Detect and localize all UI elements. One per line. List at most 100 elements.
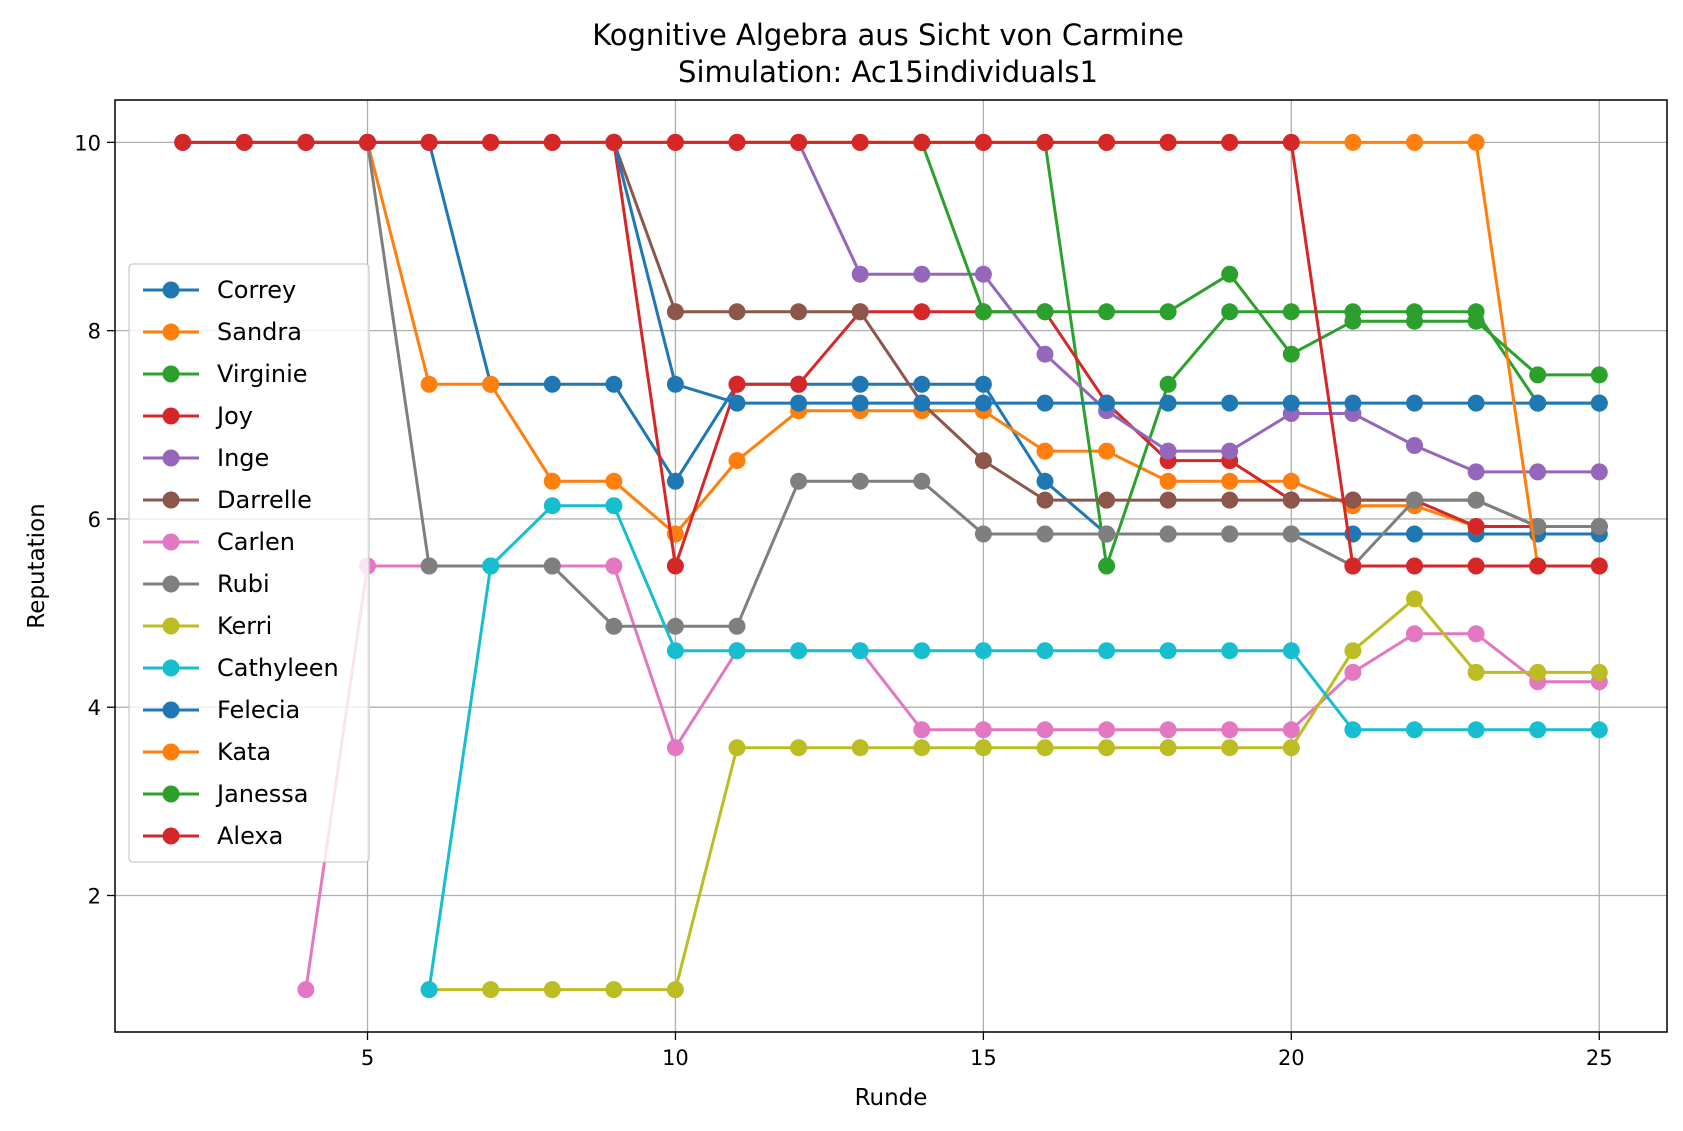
data-point bbox=[1098, 442, 1116, 460]
data-point bbox=[1098, 303, 1116, 321]
data-point bbox=[1159, 739, 1177, 757]
legend-label: Felecia bbox=[217, 696, 300, 724]
data-point bbox=[1344, 642, 1362, 660]
data-point bbox=[1529, 663, 1547, 681]
data-point bbox=[666, 617, 684, 635]
data-point bbox=[1467, 518, 1485, 535]
x-tick-label: 25 bbox=[1586, 1046, 1613, 1070]
data-point bbox=[1344, 394, 1362, 412]
data-point bbox=[1098, 394, 1116, 412]
legend-swatch-marker bbox=[162, 701, 180, 719]
data-point bbox=[1590, 394, 1608, 412]
data-point bbox=[1098, 739, 1116, 757]
legend-frame bbox=[128, 263, 370, 863]
data-point bbox=[1590, 518, 1608, 535]
data-point bbox=[1159, 442, 1177, 460]
data-point bbox=[1098, 721, 1116, 739]
data-point bbox=[543, 981, 561, 999]
series-cathyleen bbox=[420, 497, 1608, 999]
data-point bbox=[974, 303, 992, 321]
data-point bbox=[974, 642, 992, 660]
data-point bbox=[666, 981, 684, 999]
data-point bbox=[1159, 525, 1177, 543]
legend-label: Alexa bbox=[217, 822, 283, 850]
legend-label: Correy bbox=[217, 276, 296, 304]
data-point bbox=[790, 133, 808, 151]
data-point bbox=[297, 133, 315, 151]
legend-label: Cathyleen bbox=[217, 654, 339, 682]
data-point bbox=[1590, 721, 1608, 739]
data-point bbox=[1036, 472, 1054, 490]
data-point bbox=[543, 472, 561, 490]
data-point bbox=[1159, 472, 1177, 490]
data-point bbox=[1098, 491, 1116, 509]
data-point bbox=[482, 557, 500, 575]
data-point bbox=[728, 739, 746, 757]
y-tick-label: 6 bbox=[88, 508, 101, 532]
data-point bbox=[1282, 345, 1300, 363]
data-point bbox=[1529, 394, 1547, 412]
data-point bbox=[1467, 394, 1485, 412]
data-point bbox=[1467, 312, 1485, 330]
legend-label: Virginie bbox=[217, 360, 308, 388]
data-point bbox=[1406, 525, 1423, 543]
legend-swatch-marker bbox=[162, 785, 180, 803]
data-point bbox=[1467, 557, 1485, 575]
data-point bbox=[1282, 721, 1300, 739]
data-point bbox=[1282, 394, 1300, 412]
data-point bbox=[1590, 463, 1608, 481]
data-point bbox=[1221, 739, 1239, 757]
legend-swatch-marker bbox=[162, 365, 180, 383]
legend-swatch-marker bbox=[162, 827, 180, 845]
data-point bbox=[666, 557, 684, 575]
legend-label: Rubi bbox=[217, 570, 270, 598]
legend-entry: Sandra bbox=[143, 318, 302, 346]
data-point bbox=[974, 394, 992, 412]
data-point bbox=[297, 981, 315, 999]
legend-entry: Felecia bbox=[143, 696, 300, 724]
data-point bbox=[1159, 133, 1177, 151]
data-point bbox=[1036, 491, 1054, 509]
data-point bbox=[1036, 442, 1054, 460]
data-point bbox=[1036, 394, 1054, 412]
legend-entry: Cathyleen bbox=[143, 654, 339, 682]
legend-label: Sandra bbox=[217, 318, 302, 346]
data-point bbox=[1221, 133, 1239, 151]
chart-subtitle: Simulation: Ac15individuals1 bbox=[678, 55, 1098, 89]
data-point bbox=[1159, 303, 1177, 321]
data-point bbox=[1036, 739, 1054, 757]
data-point bbox=[913, 265, 931, 283]
data-point bbox=[666, 133, 684, 151]
data-point bbox=[543, 557, 561, 575]
data-point bbox=[605, 617, 623, 635]
series-janessa bbox=[913, 133, 1608, 384]
legend-swatch-marker bbox=[162, 659, 180, 677]
data-point bbox=[666, 303, 684, 321]
data-point bbox=[1529, 366, 1547, 384]
data-point bbox=[1344, 721, 1362, 739]
data-point bbox=[420, 981, 438, 999]
data-point bbox=[1406, 312, 1423, 330]
data-point bbox=[174, 133, 192, 151]
data-point bbox=[1467, 133, 1485, 151]
legend-label: Darrelle bbox=[217, 486, 312, 514]
data-point bbox=[1344, 663, 1362, 681]
series-layer bbox=[174, 133, 1608, 999]
legend-label: Janessa bbox=[215, 780, 308, 808]
data-point bbox=[790, 472, 808, 490]
data-point bbox=[1282, 472, 1300, 490]
legend-swatch-marker bbox=[162, 533, 180, 551]
legend-entry: Janessa bbox=[143, 780, 308, 808]
data-point bbox=[1406, 721, 1423, 739]
data-point bbox=[1406, 437, 1423, 454]
data-point bbox=[913, 303, 931, 321]
data-point bbox=[1159, 375, 1177, 393]
data-point bbox=[851, 133, 869, 151]
data-point bbox=[728, 617, 746, 635]
legend-swatch-marker bbox=[162, 575, 180, 593]
data-point bbox=[1221, 303, 1239, 321]
data-point bbox=[851, 739, 869, 757]
legend-entry: Virginie bbox=[143, 360, 308, 388]
data-point bbox=[666, 472, 684, 490]
y-tick-label: 8 bbox=[88, 320, 101, 344]
